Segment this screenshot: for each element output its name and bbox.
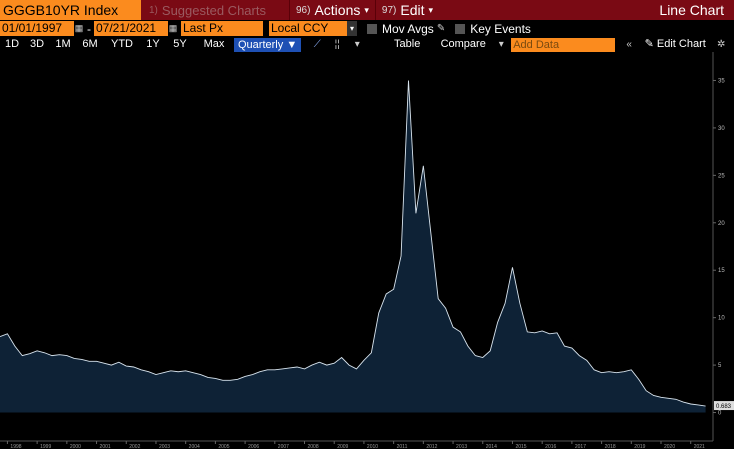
x-tick-label: 1999: [40, 444, 51, 449]
toolbar: 1D 3D 1M 6M YTD 1Y 5Y Max Quarterly ▼ ⟋ …: [0, 37, 734, 52]
x-tick-label: 2013: [456, 444, 467, 449]
x-tick-label: 2012: [426, 444, 437, 449]
key-events-label: Key Events: [470, 21, 531, 36]
series-line: [0, 80, 706, 407]
chevron-down-icon[interactable]: ▾: [347, 21, 357, 36]
calendar-icon[interactable]: ▦: [74, 23, 84, 33]
x-tick-label: 2016: [545, 444, 556, 449]
x-tick-label: 2015: [515, 444, 526, 449]
frequency-label: Quarterly: [238, 38, 284, 51]
currency-selector[interactable]: Local CCY: [269, 21, 347, 36]
line-chart: 0 5 10 15 20 25 30 35 0.683 1998 1999 2000 2001 2002 2…: [0, 52, 734, 449]
actions-menu[interactable]: 96) Actions ▾: [289, 0, 375, 20]
x-tick-label: 1998: [10, 444, 21, 449]
actions-number: 96): [296, 4, 311, 16]
gear-icon[interactable]: ✲: [717, 38, 726, 50]
x-tick-label: 2000: [70, 444, 81, 449]
range-button[interactable]: 3D: [29, 38, 45, 50]
compare-button[interactable]: Compare: [440, 38, 486, 50]
range-button[interactable]: Max: [203, 38, 225, 50]
x-tick-label: 2001: [100, 444, 111, 449]
x-tick-label: 2011: [397, 444, 408, 449]
suggested-charts-number: 1): [149, 4, 158, 16]
edit-label: Edit: [400, 2, 425, 18]
caret-down-icon: ▾: [364, 4, 369, 15]
range-button[interactable]: 5Y: [173, 38, 187, 50]
x-tick-label: 2006: [248, 444, 259, 449]
chevron-down-icon[interactable]: ▾: [498, 38, 504, 50]
y-tick-label: 20: [718, 221, 725, 227]
edit-menu[interactable]: 97) Edit ▾: [374, 0, 439, 20]
y-tick-label: 25: [718, 173, 725, 179]
x-tick-label: 2010: [367, 444, 378, 449]
x-tick-label: 2019: [634, 444, 645, 449]
end-date-field[interactable]: 07/21/2021: [94, 21, 168, 36]
pencil-icon: ✎: [644, 38, 654, 50]
title-bar: GGGB10YR Index 1) Suggested Charts 96) A…: [0, 0, 734, 20]
range-button[interactable]: 1D: [4, 38, 20, 50]
range-button[interactable]: 1Y: [146, 38, 160, 50]
chevron-down-icon[interactable]: ▾: [354, 38, 360, 50]
y-tick-label: 10: [718, 316, 725, 322]
x-tick-label: 2014: [486, 444, 497, 449]
last-value-box: [714, 401, 734, 411]
x-tick-label: 2008: [308, 444, 319, 449]
y-tick-label: 0: [718, 411, 722, 417]
suggested-charts-button[interactable]: 1) Suggested Charts: [149, 3, 289, 18]
key-events-checkbox[interactable]: [455, 23, 466, 34]
start-date-field[interactable]: 01/01/1997: [0, 21, 74, 36]
date-separator: -: [87, 21, 91, 36]
edit-chart-label: Edit Chart: [656, 38, 706, 50]
calendar-icon[interactable]: ▦: [168, 23, 178, 33]
y-tick-label: 30: [718, 126, 725, 132]
mov-avgs-checkbox[interactable]: [367, 23, 377, 34]
chart-area[interactable]: 0 5 10 15 20 25 30 35 0.683 1998 1999 2000 2001 2002 2…: [0, 52, 734, 449]
x-tick-label: 2017: [575, 444, 586, 449]
suggested-charts-label: Suggested Charts: [161, 2, 266, 18]
parameters-bar: 01/01/1997 ▦ - 07/21/2021 ▦ Last Px Loca…: [0, 20, 734, 37]
triangle-down-icon: ▼: [286, 38, 298, 51]
chart-type-title: Line Chart: [659, 2, 724, 18]
pencil-icon[interactable]: ✎: [436, 23, 446, 34]
edit-chart-button[interactable]: ✎ Edit Chart: [639, 37, 711, 52]
ticker-field[interactable]: GGGB10YR Index: [0, 0, 141, 20]
line-chart-icon[interactable]: ⟋: [313, 38, 321, 50]
x-tick-label: 2009: [337, 444, 348, 449]
series-area-fill: [0, 80, 706, 413]
y-tick-label: 35: [718, 78, 725, 84]
x-tick-label: 2018: [605, 444, 616, 449]
x-tick-label: 2020: [664, 444, 675, 449]
x-tick-label: 2002: [129, 444, 140, 449]
double-chevron-left-icon[interactable]: «: [626, 38, 632, 50]
range-button[interactable]: 6M: [82, 38, 98, 50]
actions-label: Actions: [314, 2, 361, 18]
mov-avgs-label: Mov Avgs: [382, 21, 434, 36]
x-tick-label: 2021: [694, 444, 705, 449]
frequency-selector[interactable]: Quarterly ▼: [234, 37, 302, 52]
y-tick-label: 5: [718, 363, 722, 369]
field-selector[interactable]: Last Px: [181, 21, 263, 36]
table-button[interactable]: Table: [394, 38, 421, 50]
last-value-label: 0.683: [716, 404, 732, 410]
x-tick-label: 2005: [218, 444, 229, 449]
x-tick-label: 2003: [159, 444, 170, 449]
edit-number: 97): [381, 4, 397, 16]
x-tick-label: 2004: [189, 444, 200, 449]
bar-style-icon[interactable]: ¦¦: [334, 38, 340, 50]
y-tick-label: 15: [718, 268, 725, 274]
x-tick-label: 2007: [278, 444, 289, 449]
range-button[interactable]: YTD: [111, 38, 133, 50]
caret-down-icon: ▾: [428, 4, 434, 15]
add-data-input[interactable]: Add Data: [511, 37, 616, 52]
range-button[interactable]: 1M: [55, 38, 71, 50]
